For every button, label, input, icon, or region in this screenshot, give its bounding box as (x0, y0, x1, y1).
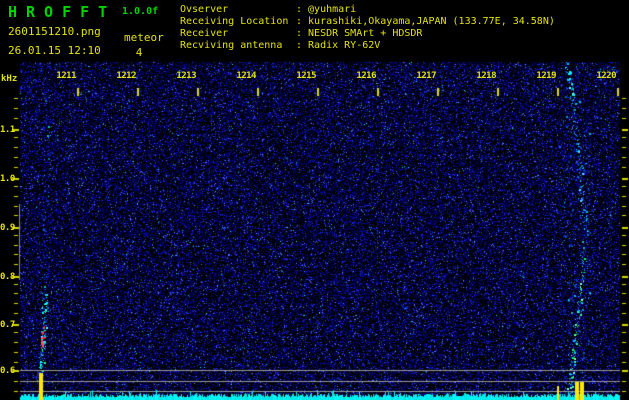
freq-tick-label-0.7: 0.7 (0, 320, 15, 330)
time-tick-label-1213: 1213 (176, 71, 196, 81)
time-tick-label-1216: 1216 (356, 71, 376, 81)
frequency-unit-label: kHz (1, 74, 18, 84)
record-datetime: 26.01.15 12:10 (8, 44, 101, 57)
app-version: 1.0.0f (122, 6, 159, 17)
time-tick-label-1218: 1218 (476, 71, 496, 81)
time-tick-label-1214: 1214 (236, 71, 256, 81)
info-value: NESDR SMArt + HDSDR (308, 28, 423, 39)
info-label: Receiver (180, 28, 229, 39)
meteor-counter-label: meteor (124, 31, 164, 44)
time-tick-label-1219: 1219 (536, 71, 556, 81)
freq-tick-label-0.9: 0.9 (0, 223, 15, 233)
info-value: Radix RY-62V (308, 40, 381, 51)
info-colon: : (296, 4, 303, 15)
freq-tick-label-0.8: 0.8 (0, 272, 15, 282)
freq-tick-label-1.0: 1.0 (0, 174, 15, 184)
station-info-line-2: Receiver: NESDR SMArt + HDSDR (180, 28, 555, 40)
time-tick-label-1215: 1215 (296, 71, 316, 81)
info-label: Receiving Location (180, 16, 289, 27)
info-colon: : (296, 40, 303, 51)
info-value: kurashiki,Okayama,JAPAN (133.77E, 34.58N… (308, 16, 555, 27)
station-info-line-0: Ovserver: @yuhmari (180, 4, 555, 16)
time-tick-label-1220: 1220 (596, 71, 616, 81)
time-tick-label-1211: 1211 (56, 71, 76, 81)
station-info-line-3: Recviving antenna: Radix RY-62V (180, 40, 555, 52)
station-info-block: Ovserver: @yuhmari Receiving Location: kura… (180, 4, 555, 52)
info-label: Ovserver (180, 4, 229, 15)
output-filename: 2601151210.png (8, 25, 101, 38)
info-value: @yuhmari (308, 4, 357, 15)
info-colon: : (296, 28, 303, 39)
freq-tick-label-1.1: 1.1 (0, 125, 15, 135)
time-tick-label-1212: 1212 (116, 71, 136, 81)
info-label: Recviving antenna (180, 40, 283, 51)
info-colon: : (296, 16, 303, 27)
station-info-line-1: Receiving Location: kurashiki,Okayama,JAP… (180, 16, 555, 28)
app-title: HROFFT (8, 3, 117, 21)
time-tick-label-1217: 1217 (416, 71, 436, 81)
meteor-counter-value: 4 (135, 46, 143, 59)
freq-tick-label-0.6: 0.6 (0, 366, 15, 376)
